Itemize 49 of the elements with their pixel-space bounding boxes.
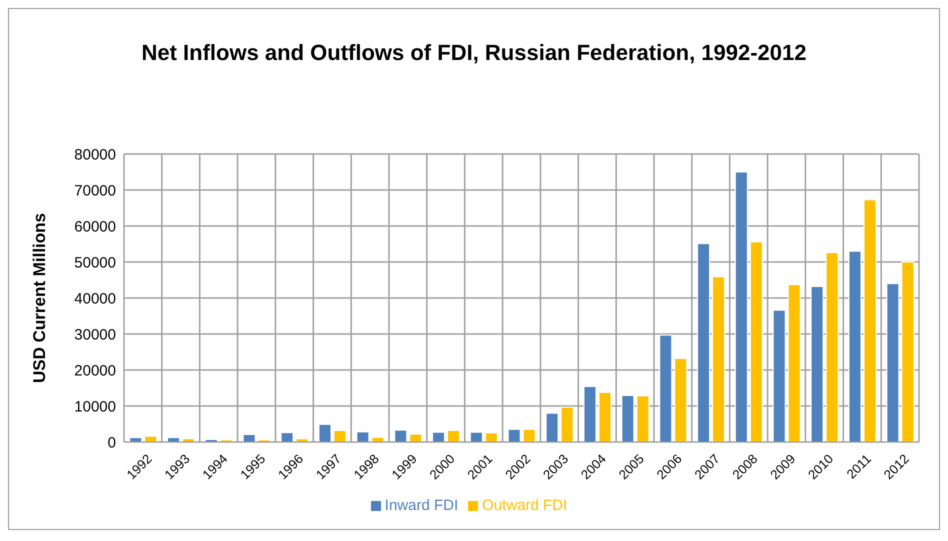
bar: [598, 392, 612, 442]
bar: [333, 430, 346, 442]
bar: [788, 284, 801, 442]
y-tick-label: 20000: [74, 362, 116, 380]
y-tick-label: 0: [108, 434, 116, 452]
bar: [356, 431, 370, 442]
bar: [522, 428, 536, 442]
bar: [447, 430, 460, 442]
y-axis-title: USD Current Millions: [30, 212, 50, 384]
bar: [772, 310, 786, 442]
bar: [409, 434, 422, 442]
bar: [508, 428, 521, 442]
bar: [901, 262, 914, 442]
chart-title: Net Inflows and Outflows of FDI, Russian Federation, 1992-2012: [140, 39, 808, 67]
y-tick-label: 70000: [74, 182, 116, 200]
legend-label: Outward FDI: [482, 497, 568, 514]
bar: [750, 241, 763, 442]
bar: [484, 432, 498, 442]
bar: [560, 406, 574, 442]
bar: [712, 276, 726, 442]
bar: [636, 395, 650, 442]
bar: [546, 412, 559, 442]
bar: [734, 172, 748, 442]
bar: [129, 437, 142, 442]
bar: [432, 432, 446, 442]
legend-label: Inward FDI: [384, 497, 458, 514]
bar: [810, 286, 824, 442]
y-tick-label: 50000: [74, 254, 116, 272]
bar: [697, 243, 710, 442]
bar: [280, 432, 294, 442]
bar: [863, 199, 876, 442]
bar: [674, 358, 688, 442]
bar: [659, 334, 672, 442]
y-tick-label: 60000: [74, 218, 116, 236]
y-tick-label: 10000: [74, 398, 116, 416]
bar: [144, 436, 158, 442]
bar: [826, 252, 839, 442]
bar: [583, 386, 596, 442]
bar: [848, 250, 862, 442]
bar: [318, 424, 332, 442]
bar: [621, 395, 634, 442]
bar: [886, 283, 900, 442]
bar: [242, 434, 256, 442]
y-tick-label: 40000: [74, 290, 116, 308]
bar: [394, 430, 408, 442]
bar: [470, 432, 483, 442]
y-tick-label: 30000: [74, 326, 116, 344]
bar: [167, 437, 180, 442]
y-tick-label: 80000: [74, 146, 116, 164]
